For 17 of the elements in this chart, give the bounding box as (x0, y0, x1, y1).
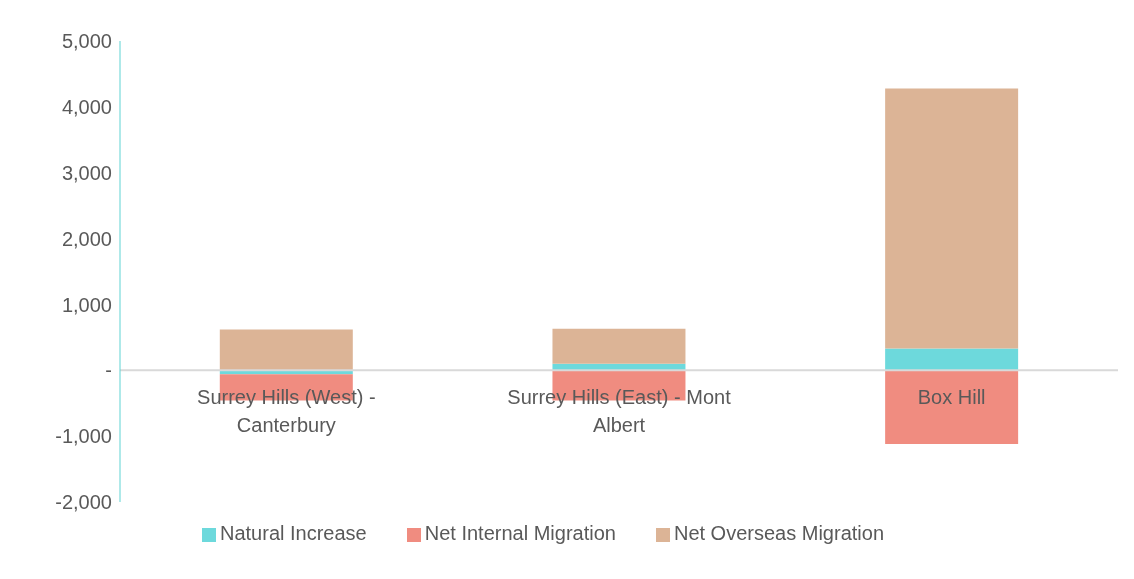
bar (885, 88, 1019, 349)
y-tick-label: 3,000 (61, 161, 112, 184)
y-tick-label: 5,000 (61, 30, 112, 53)
y-tick-label: 2,000 (61, 227, 112, 250)
y-tick-label: 4,000 (61, 95, 112, 118)
legend-label: Natural Increase (219, 522, 367, 544)
y-tick-label: -2,000 (55, 491, 112, 514)
legend-label: Net Overseas Migration (673, 522, 885, 544)
y-tick-label: 1,000 (61, 293, 112, 316)
y-tick-label: -1,000 (55, 425, 112, 448)
bar (885, 348, 1019, 371)
bar (885, 370, 1019, 445)
legend-label: Net Internal Migration (424, 522, 616, 544)
bar (219, 329, 353, 371)
bar (552, 328, 686, 364)
x-tick-label: Box Hill (917, 386, 986, 409)
y-tick-label: - (105, 359, 112, 382)
